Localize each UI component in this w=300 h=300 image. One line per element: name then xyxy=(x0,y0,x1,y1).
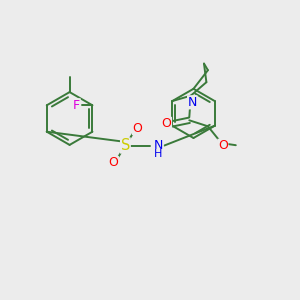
Text: O: O xyxy=(109,156,118,170)
Text: O: O xyxy=(133,122,142,135)
Text: F: F xyxy=(73,99,80,112)
Text: O: O xyxy=(218,139,228,152)
Text: O: O xyxy=(162,117,171,130)
Text: S: S xyxy=(121,138,130,153)
Text: H: H xyxy=(154,149,163,160)
Text: N: N xyxy=(154,139,163,152)
Text: N: N xyxy=(188,96,197,109)
